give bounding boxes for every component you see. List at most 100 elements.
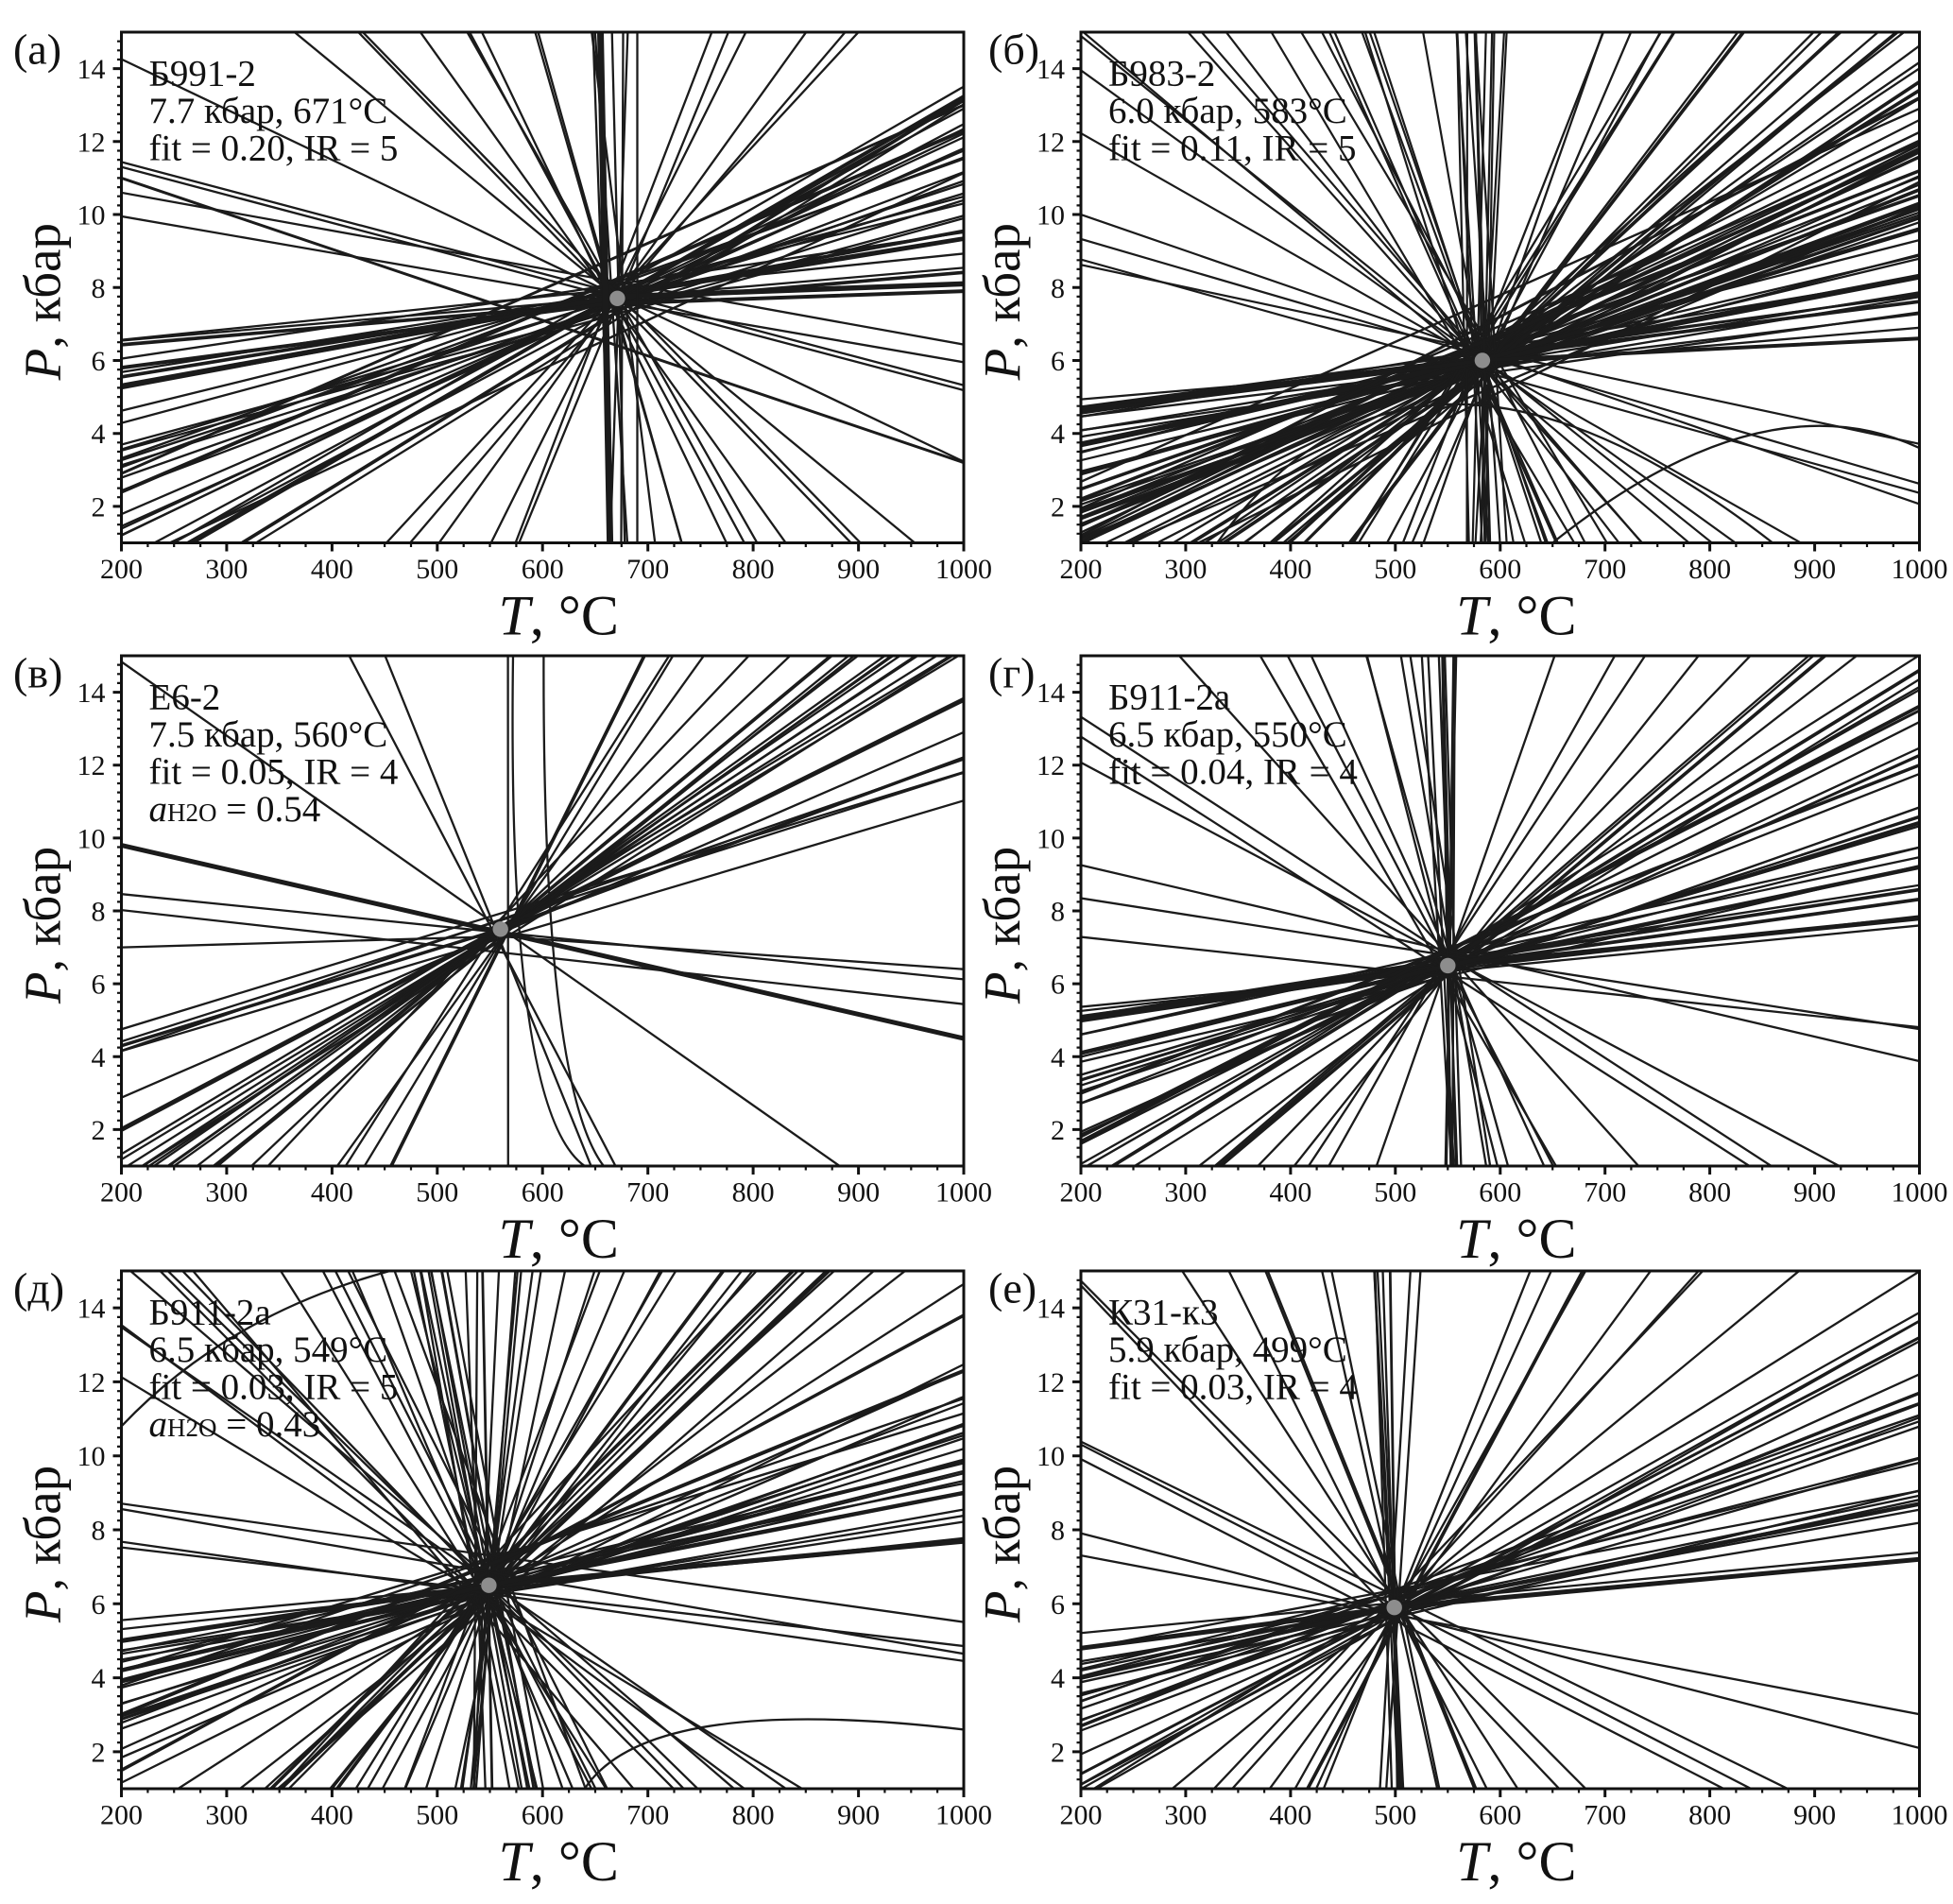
svg-text:200: 200 [1060, 1800, 1103, 1831]
svg-text:T, °C: T, °C [499, 585, 619, 647]
svg-text:P, кбар: P, кбар [14, 847, 72, 1004]
svg-text:300: 300 [205, 1800, 248, 1831]
svg-text:5.9 кбар, 499°C: 5.9 кбар, 499°C [1108, 1329, 1347, 1370]
svg-text:14: 14 [77, 54, 106, 85]
svg-text:900: 900 [837, 554, 880, 585]
svg-text:P, кбар: P, кбар [973, 223, 1031, 381]
svg-text:500: 500 [1374, 1800, 1416, 1831]
svg-text:500: 500 [416, 1800, 458, 1831]
svg-text:4: 4 [1051, 1663, 1065, 1694]
svg-text:6.5 кбар, 550°C: 6.5 кбар, 550°C [1108, 714, 1347, 755]
svg-text:fit = 0.11, IR = 5: fit = 0.11, IR = 5 [1108, 129, 1356, 169]
svg-text:6.0 кбар, 583°C: 6.0 кбар, 583°C [1108, 91, 1347, 131]
svg-text:4: 4 [1051, 419, 1065, 450]
svg-text:600: 600 [522, 1177, 564, 1209]
svg-text:300: 300 [205, 554, 248, 585]
svg-text:4: 4 [92, 1042, 106, 1073]
svg-text:700: 700 [1584, 1177, 1626, 1209]
svg-text:10: 10 [77, 823, 106, 854]
svg-text:(е): (е) [988, 1264, 1036, 1312]
svg-text:700: 700 [1584, 554, 1626, 585]
svg-text:aH2O = 0.54: aH2O = 0.54 [149, 789, 321, 830]
svg-text:800: 800 [732, 1177, 775, 1209]
svg-text:12: 12 [77, 127, 106, 158]
svg-text:900: 900 [837, 1800, 880, 1831]
svg-text:700: 700 [626, 1800, 669, 1831]
svg-text:14: 14 [1036, 1294, 1065, 1325]
svg-text:P, кбар: P, кбар [14, 1466, 72, 1623]
svg-text:700: 700 [1584, 1800, 1626, 1831]
svg-text:400: 400 [1269, 1800, 1311, 1831]
svg-text:6: 6 [92, 346, 106, 377]
svg-text:P, кбар: P, кбар [973, 1466, 1031, 1623]
svg-text:8: 8 [1051, 897, 1065, 928]
svg-text:7.5 кбар, 560°C: 7.5 кбар, 560°C [149, 714, 388, 755]
svg-text:600: 600 [1479, 1800, 1521, 1831]
svg-text:600: 600 [1479, 554, 1521, 585]
svg-text:200: 200 [100, 1177, 143, 1209]
svg-text:200: 200 [100, 554, 143, 585]
svg-text:fit = 0.05, IR = 4: fit = 0.05, IR = 4 [149, 752, 399, 793]
svg-text:500: 500 [416, 554, 458, 585]
svg-text:(в): (в) [13, 649, 62, 697]
svg-text:10: 10 [77, 1441, 106, 1472]
svg-text:12: 12 [77, 1367, 106, 1398]
svg-text:(а): (а) [13, 26, 61, 74]
svg-text:(г): (г) [988, 649, 1036, 697]
svg-text:900: 900 [1793, 554, 1836, 585]
svg-text:10: 10 [1036, 823, 1065, 854]
svg-text:fit = 0.03, IR = 4: fit = 0.03, IR = 4 [1108, 1367, 1358, 1408]
svg-text:1000: 1000 [935, 1177, 992, 1209]
svg-text:6.5 кбар, 549°C: 6.5 кбар, 549°C [149, 1329, 388, 1370]
svg-text:300: 300 [1164, 1177, 1207, 1209]
svg-text:7.7 кбар, 671°C: 7.7 кбар, 671°C [149, 91, 388, 131]
svg-text:1000: 1000 [935, 1800, 992, 1831]
svg-text:10: 10 [77, 200, 106, 232]
svg-text:700: 700 [626, 554, 669, 585]
svg-text:900: 900 [1793, 1800, 1836, 1831]
svg-text:1000: 1000 [1892, 554, 1948, 585]
svg-text:4: 4 [92, 419, 106, 450]
svg-text:Б911-2а: Б911-2а [1108, 678, 1230, 718]
svg-text:800: 800 [732, 554, 775, 585]
svg-text:14: 14 [1036, 678, 1065, 709]
svg-text:600: 600 [1479, 1177, 1521, 1209]
svg-text:2: 2 [92, 1115, 106, 1146]
svg-text:200: 200 [1060, 1177, 1103, 1209]
svg-text:P, кбар: P, кбар [973, 847, 1031, 1004]
svg-text:Б991-2: Б991-2 [149, 54, 256, 94]
svg-text:10: 10 [1036, 1441, 1065, 1472]
svg-text:1000: 1000 [1892, 1800, 1948, 1831]
svg-text:12: 12 [1036, 750, 1065, 781]
svg-text:400: 400 [311, 554, 353, 585]
svg-text:500: 500 [1374, 1177, 1416, 1209]
svg-text:fit = 0.04, IR = 4: fit = 0.04, IR = 4 [1108, 752, 1358, 793]
svg-text:800: 800 [1688, 1800, 1731, 1831]
svg-text:8: 8 [92, 273, 106, 304]
svg-text:aH2O = 0.43: aH2O = 0.43 [149, 1404, 321, 1445]
svg-text:12: 12 [1036, 127, 1065, 158]
svg-text:P, кбар: P, кбар [14, 223, 72, 381]
svg-text:14: 14 [77, 1294, 106, 1325]
svg-text:10: 10 [1036, 200, 1065, 232]
svg-text:8: 8 [92, 1516, 106, 1547]
svg-text:fit = 0.20, IR = 5: fit = 0.20, IR = 5 [149, 129, 399, 169]
svg-text:400: 400 [1269, 1177, 1311, 1209]
svg-text:8: 8 [1051, 273, 1065, 304]
svg-text:300: 300 [205, 1177, 248, 1209]
svg-text:6: 6 [92, 1589, 106, 1621]
svg-text:6: 6 [1051, 1589, 1065, 1621]
svg-text:8: 8 [92, 897, 106, 928]
svg-text:6: 6 [1051, 969, 1065, 1001]
svg-text:300: 300 [1164, 1800, 1207, 1831]
svg-text:1000: 1000 [935, 554, 992, 585]
svg-text:200: 200 [100, 1800, 143, 1831]
svg-text:12: 12 [1036, 1367, 1065, 1398]
svg-text:1000: 1000 [1892, 1177, 1948, 1209]
svg-text:800: 800 [732, 1800, 775, 1831]
svg-text:К31-к3: К31-к3 [1108, 1293, 1218, 1333]
svg-text:800: 800 [1688, 1177, 1731, 1209]
svg-text:Е6-2: Е6-2 [149, 678, 221, 718]
svg-text:200: 200 [1060, 554, 1103, 585]
svg-text:400: 400 [311, 1800, 353, 1831]
